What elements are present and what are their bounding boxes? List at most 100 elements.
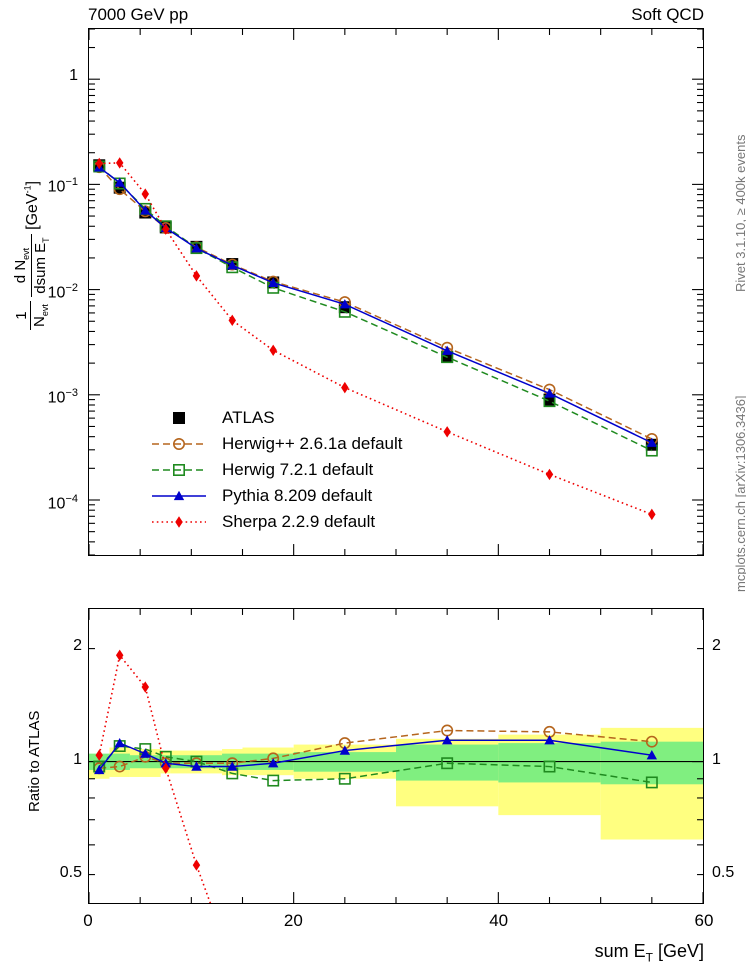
marker [95,749,103,761]
legend-marker-triangle-filled [150,486,208,506]
ratio-plot-panel [88,608,704,904]
marker [341,381,349,394]
marker [175,516,183,528]
marker [269,344,277,356]
legend-label: Herwig 7.2.1 default [222,460,374,479]
main-plot-canvas [88,28,704,556]
marker [162,762,170,774]
ratio-tick-label-left: 2 [73,636,82,654]
ratio-series-pythia-8-209-default [94,735,658,775]
series-line [98,653,212,903]
marker [190,242,203,255]
marker [173,412,185,424]
legend-label: Herwig++ 2.6.1a default [222,434,403,453]
marker [113,181,126,194]
marker [141,681,150,693]
y-tick-label: 10−2 [47,281,78,301]
x-tick-label: 40 [489,911,509,930]
main-plot-panel [88,28,704,556]
x-tick-label: 20 [283,911,303,930]
band-segment [498,743,601,783]
axis-ticks [88,609,704,903]
marker [648,508,656,521]
y-tick-label: 10−4 [47,492,78,513]
marker [172,438,185,450]
ratio-tick-label-right: 1 [712,750,721,768]
marker [268,277,279,287]
legend-marker-diamond-filled [150,512,208,532]
marker [443,426,451,438]
marker [544,735,555,745]
marker [267,774,280,787]
ratio-tick-label-left: 1 [73,750,82,768]
marker [646,437,658,447]
marker [645,776,658,789]
marker [192,859,201,871]
marker [543,760,556,773]
y-tick-label: 10−1 [47,175,78,196]
marker [543,393,556,406]
marker [140,205,151,215]
series-line [98,745,652,784]
ratio-axis-title: Ratio to ATLAS [26,710,43,812]
marker [192,270,201,282]
reference-caption: mcplots.cern.ch [arXiv:1306.3436] [733,395,746,592]
marker [227,761,238,771]
main-y-tick-labels: 1 10−1 10−2 10−3 10−4 [0,0,86,560]
marker [113,760,126,773]
x-axis-title: sum ET [GeV] [594,941,704,965]
process-label: Soft QCD [631,5,704,24]
legend-item-herwig-7-2-1-default[interactable]: Herwig 7.2.1 default [150,457,403,483]
legend: ATLAS Herwig++ 2.6.1a default Herwig 7.2.1… [150,405,403,535]
x-tick-label: 0 [83,911,93,930]
ratio-tick-label-right: 2 [712,636,721,654]
marker [339,745,351,755]
marker [115,649,124,661]
axis-ticks [88,28,704,556]
marker [227,260,238,270]
legend-item-herwig-2-6-1a-default[interactable]: Herwig++ 2.6.1a default [150,431,403,457]
beam-energy-label: 7000 GeV pp [88,5,189,24]
legend-marker-square-filled [150,408,208,428]
marker [441,735,453,745]
marker [645,735,658,748]
y-tick-label: 1 [69,67,78,85]
marker [191,761,202,771]
generator-version-caption: Rivet 3.1.10, ≥ 400k events [733,134,746,292]
marker [441,757,454,770]
legend-item-atlas[interactable]: ATLAS [150,405,403,431]
x-tick-label: 60 [694,911,714,930]
legend-item-sherpa-2-2-9-default[interactable]: Sherpa 2.2.9 default [150,509,403,535]
marker [338,772,351,785]
marker [114,177,125,187]
legend-label: Sherpa 2.2.9 default [222,512,376,531]
marker [646,750,658,760]
legend-label: ATLAS [222,408,275,427]
legend-label: Pythia 8.209 default [222,486,373,505]
marker [173,490,185,501]
marker [94,764,105,775]
marker [140,748,151,758]
legend-marker-square-open [150,460,208,480]
marker [268,758,279,768]
y-tick-label: 10−3 [47,387,78,407]
marker [141,188,150,200]
marker [172,464,185,476]
series-herwig-2-6-1a-default [93,161,658,445]
marker [114,737,125,748]
marker [544,388,555,398]
series-line [98,166,653,444]
marker [95,157,103,170]
ratio-plot-canvas [88,609,704,903]
marker [339,299,351,309]
ratio-tick-label-left: 0.5 [59,864,82,882]
marker [162,223,170,235]
marker [228,314,236,327]
marker [545,468,554,481]
uncertainty-band-inner [89,741,703,785]
legend-marker-circle-open [150,434,208,454]
legend-item-pythia-8-209-default[interactable]: Pythia 8.209 default [150,483,403,509]
marker [191,243,202,253]
series-line [98,166,653,440]
ratio-tick-label-right: 0.5 [712,864,735,882]
